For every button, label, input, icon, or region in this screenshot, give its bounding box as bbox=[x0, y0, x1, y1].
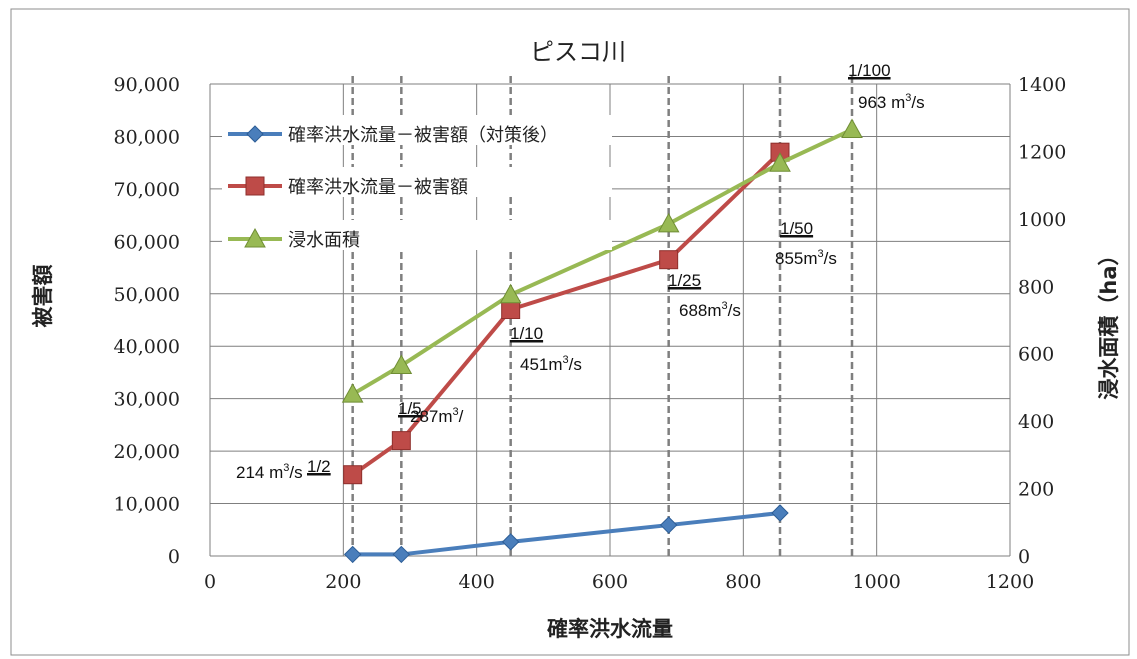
y2-tick-label: 1200 bbox=[1018, 141, 1066, 163]
return-period-label: 1/10 bbox=[510, 324, 543, 343]
legend-label: 浸水面積 bbox=[288, 230, 360, 251]
data-point bbox=[841, 118, 863, 139]
y-tick-label: 10,000 bbox=[114, 494, 180, 516]
superscript: 3 bbox=[905, 92, 911, 104]
series bbox=[341, 118, 863, 564]
y2-tick-label: 400 bbox=[1018, 411, 1054, 433]
x-tick-label: 200 bbox=[325, 571, 361, 593]
data-point bbox=[390, 354, 413, 375]
legend-item: 浸水面積 bbox=[222, 220, 612, 251]
legend-bg bbox=[222, 115, 612, 145]
data-point bbox=[246, 125, 264, 143]
x-tick-label: 1000 bbox=[852, 571, 900, 593]
y-tick-label: 80,000 bbox=[114, 126, 180, 148]
y2-tick-label: 200 bbox=[1018, 479, 1054, 501]
legend-label: 確率洪水流量－被害額（対策後） bbox=[288, 125, 558, 146]
discharge-label: 688m3/s bbox=[679, 300, 741, 320]
data-point bbox=[501, 533, 520, 551]
legend-bg bbox=[222, 167, 612, 197]
data-point bbox=[769, 152, 791, 172]
return-period-label: 1/5 bbox=[398, 399, 422, 418]
y2-tick-label: 1400 bbox=[1018, 74, 1066, 96]
data-point bbox=[771, 504, 789, 522]
x-axis-title: 確率洪水流量 bbox=[547, 617, 673, 641]
legend-label: 確率洪水流量－被害額 bbox=[288, 177, 468, 198]
discharge-label: 963 m3/s bbox=[858, 92, 925, 112]
data-point bbox=[499, 283, 522, 304]
x-tick-label: 400 bbox=[459, 571, 495, 593]
unit: /s bbox=[569, 355, 582, 374]
discharge-label: 287m3/ bbox=[410, 406, 464, 426]
discharge-label: 855m3/s bbox=[775, 248, 837, 268]
data-point bbox=[657, 212, 680, 233]
y-tick-label: 30,000 bbox=[114, 389, 180, 411]
return-period-label: 1/50 bbox=[780, 219, 813, 238]
y-tick-label: 0 bbox=[168, 546, 180, 568]
y2-tick-label: 800 bbox=[1018, 276, 1054, 298]
data-point bbox=[343, 545, 362, 564]
y2-tick-label: 0 bbox=[1018, 546, 1030, 568]
y2-tick-label: 600 bbox=[1018, 344, 1054, 366]
discharge-label: 214 m3/s bbox=[236, 462, 303, 482]
return-period-label: 1/25 bbox=[668, 271, 701, 290]
superscript: 3 bbox=[722, 300, 728, 312]
y2-tick-label: 1000 bbox=[1018, 209, 1066, 231]
unit: /s bbox=[289, 463, 302, 482]
y-tick-label: 20,000 bbox=[114, 441, 180, 463]
data-point bbox=[245, 176, 265, 196]
y-tick-label: 70,000 bbox=[114, 179, 180, 201]
x-tick-label: 0 bbox=[204, 571, 216, 593]
data-point bbox=[244, 227, 266, 248]
y-tick-label: 40,000 bbox=[114, 336, 180, 358]
y-tick-label: 60,000 bbox=[114, 231, 180, 253]
legend-bg bbox=[222, 220, 612, 250]
y-tick-label: 90,000 bbox=[114, 74, 180, 96]
x-tick-label: 600 bbox=[592, 571, 628, 593]
legend-item: 確率洪水流量－被害額（対策後） bbox=[222, 115, 612, 146]
tick-labels: 0 10,000 20,000 30,000 40,000 50,000 60,000 70,… bbox=[114, 74, 1067, 593]
x-tick-label: 800 bbox=[725, 571, 761, 593]
series-square bbox=[343, 142, 790, 485]
unit: /s bbox=[911, 93, 924, 112]
series-triangle bbox=[341, 118, 863, 403]
y2-axis-title: 浸水面積（ha） bbox=[1097, 244, 1121, 399]
superscript: 3 bbox=[283, 462, 289, 474]
superscript: 3 bbox=[563, 354, 569, 366]
return-period-label: 1/100 bbox=[848, 61, 891, 80]
data-point bbox=[391, 431, 411, 451]
data-point bbox=[343, 465, 363, 485]
y-tick-label: 50,000 bbox=[114, 284, 180, 306]
data-point bbox=[341, 383, 364, 403]
superscript: 3 bbox=[818, 248, 824, 260]
discharge-label: 451m3/s bbox=[520, 354, 582, 374]
superscript: 3 bbox=[453, 406, 459, 418]
return-period-label: 1/2 bbox=[307, 457, 331, 476]
x-tick-label: 1200 bbox=[986, 571, 1034, 593]
legend-item: 確率洪水流量－被害額 bbox=[222, 167, 612, 198]
y-axis-title: 被害額 bbox=[31, 265, 55, 328]
unit: /s bbox=[824, 249, 837, 268]
data-point bbox=[392, 545, 411, 564]
chart-title: ピスコ川 bbox=[530, 38, 626, 66]
series-diamond bbox=[343, 504, 789, 564]
unit: /s bbox=[728, 301, 741, 320]
data-point bbox=[659, 250, 679, 270]
unit: / bbox=[459, 407, 464, 426]
data-point bbox=[659, 516, 678, 534]
